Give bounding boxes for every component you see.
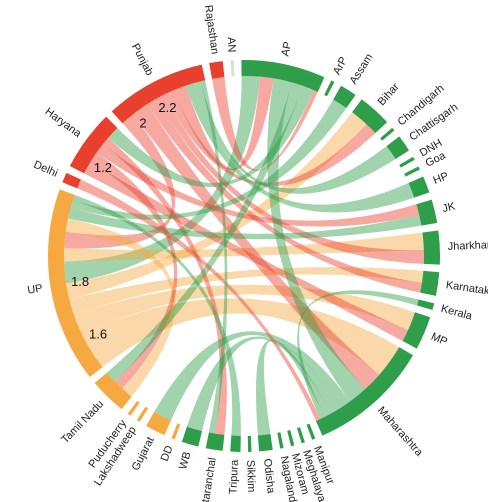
node-label: ArP bbox=[331, 55, 350, 77]
arc bbox=[146, 411, 171, 436]
arc bbox=[315, 347, 414, 436]
ribbon bbox=[173, 76, 274, 171]
arc bbox=[287, 429, 295, 447]
ribbon bbox=[64, 76, 261, 284]
ribbon bbox=[157, 94, 424, 264]
ribbon bbox=[96, 144, 420, 227]
node-label: Bihar bbox=[376, 81, 402, 108]
arc bbox=[386, 136, 410, 159]
arc bbox=[47, 189, 103, 378]
node-label: Haryana bbox=[43, 106, 84, 141]
node-label: UP bbox=[27, 282, 44, 296]
ribbon bbox=[66, 112, 367, 300]
ribbon bbox=[70, 99, 347, 220]
node-label: Punjab bbox=[129, 42, 155, 78]
arc bbox=[416, 199, 438, 226]
ribbon bbox=[154, 331, 351, 421]
arc bbox=[417, 299, 435, 310]
arc bbox=[94, 372, 132, 410]
ribbon bbox=[106, 82, 303, 382]
node-label: HP bbox=[432, 170, 451, 187]
ribbon bbox=[108, 85, 314, 187]
arc bbox=[352, 99, 388, 134]
node-label: AN bbox=[225, 37, 238, 53]
arc bbox=[257, 434, 273, 452]
node-label: Kerala bbox=[440, 303, 475, 323]
node-label: MP bbox=[429, 331, 449, 349]
arc-tick-label: 2 bbox=[139, 116, 146, 131]
node-label: WB bbox=[177, 450, 193, 470]
ribbon bbox=[63, 232, 424, 262]
arc bbox=[181, 426, 203, 447]
ribbon bbox=[84, 161, 408, 342]
node-label: Tripura bbox=[227, 459, 241, 495]
arc bbox=[230, 435, 241, 452]
arc bbox=[241, 60, 325, 92]
ribbon bbox=[69, 267, 424, 315]
node-label: Tamil Nadu bbox=[59, 398, 106, 446]
node-label: JK bbox=[441, 200, 457, 215]
node-label: Uttaranchal bbox=[198, 457, 218, 502]
node-label: Maharashtra bbox=[375, 405, 426, 460]
arc bbox=[422, 230, 440, 265]
ribbons bbox=[63, 76, 424, 436]
arc bbox=[408, 176, 430, 198]
arc-tick-label: 1.2 bbox=[94, 160, 112, 175]
node-label: Jharkhand bbox=[448, 239, 488, 253]
arc bbox=[205, 432, 225, 451]
ribbon bbox=[73, 284, 415, 335]
node-label: Odisha bbox=[261, 458, 277, 495]
arc-tick-label: 1.6 bbox=[89, 327, 107, 342]
arc bbox=[111, 64, 206, 124]
node-label: Delhi bbox=[32, 159, 60, 180]
ribbon bbox=[186, 336, 340, 432]
arc bbox=[420, 270, 440, 296]
ribbon bbox=[67, 207, 422, 240]
arc bbox=[171, 423, 181, 440]
ribbon bbox=[185, 82, 415, 213]
arc bbox=[324, 80, 335, 97]
arc bbox=[277, 432, 284, 449]
node-label: Assam bbox=[348, 52, 376, 87]
arc bbox=[296, 427, 305, 444]
arc bbox=[380, 127, 395, 141]
arc bbox=[136, 406, 149, 422]
arc bbox=[399, 156, 415, 168]
arc bbox=[62, 172, 81, 189]
ribbon bbox=[64, 114, 176, 249]
ribbon bbox=[212, 77, 318, 171]
arc bbox=[127, 400, 140, 416]
ribbon bbox=[255, 339, 332, 436]
arc bbox=[404, 166, 420, 177]
ribbon bbox=[132, 104, 380, 390]
node-label: Rajasthan bbox=[202, 4, 221, 55]
ribbon bbox=[82, 298, 400, 376]
arc bbox=[69, 116, 118, 174]
ribbon bbox=[90, 152, 178, 389]
arc bbox=[306, 423, 316, 440]
arc-tick-label: 2.2 bbox=[158, 100, 176, 115]
ribbon bbox=[267, 78, 366, 402]
arc bbox=[247, 435, 252, 452]
arc bbox=[402, 312, 431, 349]
node-label: AP bbox=[280, 41, 295, 58]
arc-tick-label: 1.8 bbox=[71, 274, 89, 289]
node-label: Karnataka bbox=[445, 279, 488, 298]
arc bbox=[333, 85, 356, 108]
node-label: Sikkim bbox=[244, 460, 257, 493]
arc bbox=[230, 60, 235, 77]
node-label: DD bbox=[159, 444, 176, 463]
ribbon bbox=[165, 90, 376, 187]
node-label: Gujarat bbox=[130, 435, 157, 473]
arc bbox=[209, 61, 225, 79]
